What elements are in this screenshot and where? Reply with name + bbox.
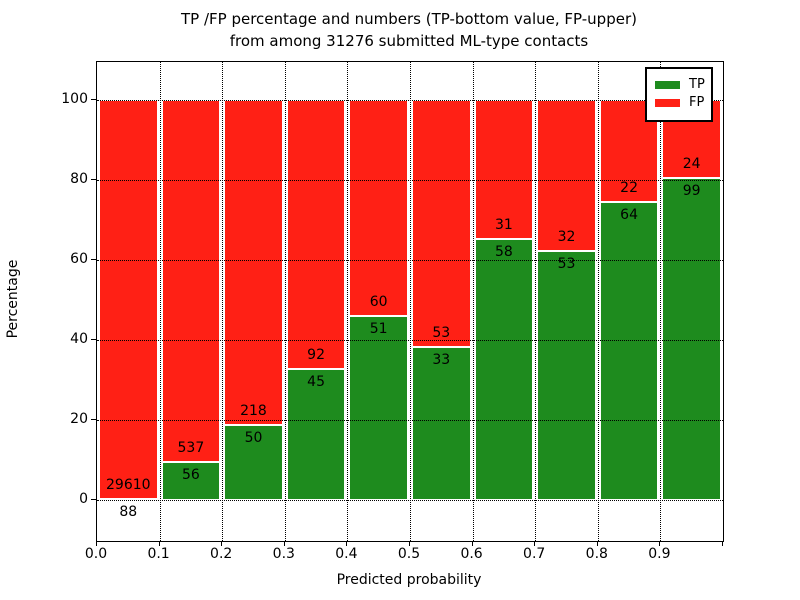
tp-count-label: 88 <box>119 503 138 520</box>
x-tick-label: 0.5 <box>397 546 421 562</box>
vertical-gridline <box>159 62 161 541</box>
fp-count-label: 31 <box>494 217 513 234</box>
x-tick-mark <box>659 541 661 546</box>
tp-bar-segment <box>412 346 471 500</box>
legend: TP FP <box>645 67 713 122</box>
vertical-gridline <box>597 62 599 541</box>
fp-bar-segment <box>474 100 534 240</box>
y-tick-label: 80 <box>70 171 88 187</box>
vertical-gridline <box>347 62 349 541</box>
y-tick-mark <box>91 339 96 340</box>
tp-count-label: 99 <box>682 183 701 200</box>
x-tick-mark <box>346 541 348 546</box>
x-tick-label: 0.6 <box>460 546 483 562</box>
tp-bar-segment <box>599 202 659 500</box>
tp-bar-segment <box>474 239 534 500</box>
y-tick-mark <box>91 259 96 260</box>
x-tick-label: 0.2 <box>210 546 233 562</box>
x-tick-label: 0.1 <box>147 546 170 562</box>
tp-count-label: 50 <box>244 430 263 447</box>
y-tick-label: 40 <box>70 331 88 347</box>
fp-bar-segment <box>412 100 471 347</box>
x-tick-mark <box>221 541 223 546</box>
fp-count-label: 537 <box>177 440 205 457</box>
chart-title-line1: TP /FP percentage and numbers (TP-bottom… <box>181 10 637 28</box>
vertical-gridline <box>472 62 474 541</box>
vertical-gridline <box>660 62 662 541</box>
y-tick-mark <box>91 419 96 420</box>
vertical-gridline <box>410 62 411 541</box>
tp-count-label: 53 <box>557 255 576 272</box>
tp-count-label: 45 <box>307 373 325 390</box>
y-axis-label: Percentage <box>5 259 21 339</box>
legend-label-fp: FP <box>689 95 705 110</box>
tp-bar-segment <box>286 368 346 500</box>
y-tick-label: 0 <box>79 491 88 507</box>
y-tick-mark <box>91 499 96 500</box>
tp-count-label: 64 <box>620 207 638 224</box>
vertical-gridline <box>222 62 224 541</box>
tp-bar-segment <box>224 425 283 500</box>
tp-color-swatch <box>655 81 680 89</box>
fp-count-label: 32 <box>557 228 576 245</box>
legend-label-tp: TP <box>689 77 705 92</box>
legend-item-tp: TP <box>655 77 705 93</box>
y-tick-label: 20 <box>70 411 88 427</box>
x-tick-label: 0.0 <box>84 546 108 562</box>
x-tick-mark <box>471 541 473 546</box>
chart-title-line2: from among 31276 submitted ML-type conta… <box>229 32 589 50</box>
x-tick-label: 0.7 <box>523 546 546 562</box>
x-axis-label: Predicted probability <box>336 572 482 588</box>
fp-bar-segment <box>161 100 221 463</box>
tp-bar-segment <box>662 178 721 500</box>
x-tick-mark <box>96 541 97 546</box>
x-tick-mark <box>534 541 536 546</box>
legend-item-fp: FP <box>655 95 705 111</box>
x-tick-mark <box>722 541 723 546</box>
x-tick-mark <box>158 541 160 546</box>
x-tick-label: 0.4 <box>335 546 358 562</box>
x-tick-label: 0.8 <box>585 546 608 562</box>
tp-bar-segment <box>161 462 221 500</box>
x-tick-label: 0.3 <box>272 546 295 562</box>
x-tick-mark <box>596 541 598 546</box>
vertical-gridline <box>284 62 286 541</box>
plot-area: 29610 88 537 56 218 50 92 45 60 51 53 33 31 58 32 53 22 6… <box>96 61 724 542</box>
y-tick-label: 100 <box>61 91 88 107</box>
fp-count-label: 29610 <box>106 476 151 493</box>
fp-count-label: 60 <box>369 294 388 311</box>
tp-count-label: 58 <box>494 244 513 261</box>
x-tick-mark <box>283 541 285 546</box>
fp-bar-segment <box>286 100 346 369</box>
fp-bar-segment <box>349 100 408 317</box>
fp-color-swatch <box>655 99 680 107</box>
tp-count-label: 51 <box>369 321 388 338</box>
fp-count-label: 53 <box>432 324 451 341</box>
fp-count-label: 92 <box>307 346 325 363</box>
fp-count-label: 22 <box>620 180 638 197</box>
chart-title: TP /FP percentage and numbers (TP-bottom… <box>96 8 722 52</box>
x-tick-mark <box>409 541 410 546</box>
fp-bar-segment <box>99 100 158 499</box>
fp-bar-segment <box>224 100 283 426</box>
fp-count-label: 218 <box>240 403 267 420</box>
x-tick-label: 0.9 <box>648 546 671 562</box>
vertical-gridline <box>535 62 537 541</box>
tp-count-label: 33 <box>432 351 451 368</box>
fp-bar-segment <box>537 100 596 251</box>
tp-bar-segment <box>537 250 596 500</box>
tp-count-label: 56 <box>181 467 200 484</box>
y-tick-mark <box>91 179 96 180</box>
tp-bar-segment <box>349 316 408 500</box>
fp-count-label: 24 <box>682 156 701 173</box>
y-tick-mark <box>91 99 96 100</box>
y-tick-label: 60 <box>70 251 88 267</box>
